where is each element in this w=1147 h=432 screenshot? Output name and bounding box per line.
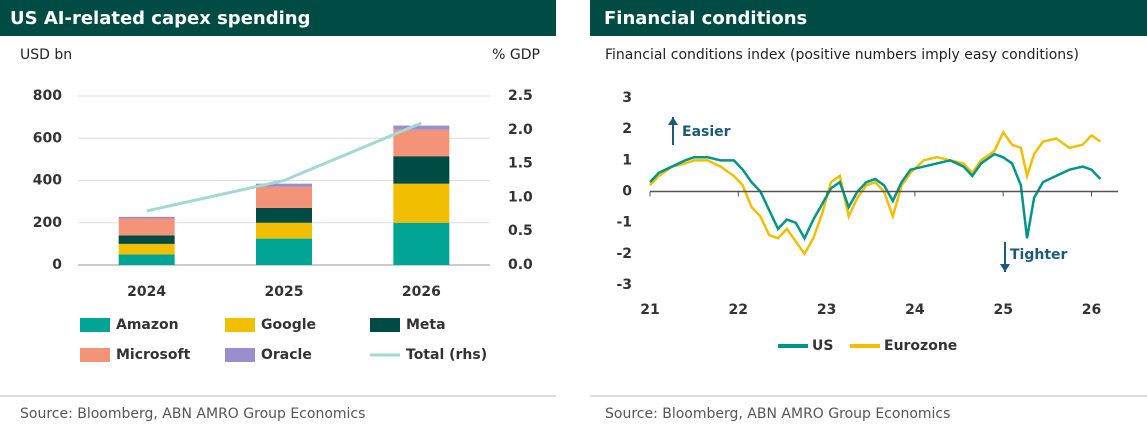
bar-segment [118, 218, 175, 236]
bar-segment [118, 235, 175, 244]
bar-segment [256, 186, 312, 208]
legend-label: Meta [406, 317, 446, 333]
legend-swatch [225, 348, 255, 362]
bar-segment [393, 125, 450, 130]
y-tick-label: 2 [622, 121, 632, 137]
source: Source: Bloomberg, ABN AMRO Group Econom… [20, 406, 365, 422]
y-tick-label: 0 [622, 184, 632, 200]
bar-segment [118, 243, 175, 255]
legend-label: Amazon [116, 317, 179, 333]
y-axis-label: USD bn [20, 47, 72, 63]
annotation-arrowhead [1000, 264, 1010, 272]
legend-swatch [225, 318, 255, 332]
bar-segment [118, 216, 175, 219]
bar-segment [256, 238, 312, 265]
legend-label: Eurozone [884, 338, 957, 354]
x-tick-label: 23 [817, 302, 836, 318]
bar-segment [393, 183, 450, 223]
bar-segment [256, 222, 312, 239]
y2-tick-label: 1.0 [508, 189, 533, 205]
x-tick-label: 25 [993, 302, 1012, 318]
legend-label: Oracle [261, 347, 312, 363]
bar-segment [393, 222, 450, 265]
y2-tick-label: 1.5 [508, 156, 533, 172]
annotation-arrowhead [668, 117, 678, 125]
y2-tick-label: 0.5 [508, 223, 533, 239]
annotation: Easier [682, 124, 731, 140]
series-line [649, 152, 1102, 241]
y-tick-label: 200 [33, 215, 62, 231]
title-bar [0, 0, 556, 36]
source: Source: Bloomberg, ABN AMRO Group Econom… [605, 406, 950, 422]
y2-tick-label: 0.0 [508, 257, 533, 273]
title-bar [590, 0, 1147, 36]
bar-segment [256, 207, 312, 223]
x-tick-label: 22 [729, 302, 748, 318]
x-tick-label: 2024 [127, 284, 166, 300]
x-tick-label: 26 [1082, 302, 1101, 318]
bar-segment [118, 254, 175, 265]
y2-tick-label: 2.5 [508, 88, 533, 104]
bar-segment [393, 129, 450, 157]
y-tick-label: -2 [616, 246, 632, 262]
legend-label: US [812, 338, 833, 354]
y2-axis-label: % GDP [492, 47, 540, 63]
bar-segment [393, 156, 450, 184]
legend-label: Microsoft [116, 347, 191, 363]
subtitle: Financial conditions index (positive num… [605, 47, 1079, 63]
legend-swatch [370, 318, 400, 332]
x-tick-label: 21 [640, 302, 659, 318]
y2-tick-label: 2.0 [508, 122, 533, 138]
y-tick-label: 1 [622, 152, 632, 168]
legend-label: Total (rhs) [406, 347, 487, 363]
y-tick-label: -3 [616, 277, 632, 293]
chart-title: Financial conditions [604, 8, 807, 29]
y-tick-label: -1 [616, 215, 632, 231]
y-tick-label: 0 [52, 257, 62, 273]
x-tick-label: 24 [905, 302, 925, 318]
y-tick-label: 600 [33, 130, 62, 146]
y-tick-label: 400 [33, 173, 62, 189]
x-tick-label: 2025 [265, 284, 304, 300]
legend-swatch [80, 318, 110, 332]
annotation: Tighter [1010, 247, 1068, 263]
y-tick-label: 800 [33, 88, 62, 104]
chart-title: US AI-related capex spending [10, 8, 310, 29]
legend-swatch [80, 348, 110, 362]
legend-label: Google [261, 317, 316, 333]
bar-segment [256, 183, 312, 187]
x-tick-label: 2026 [402, 284, 441, 300]
series-line [649, 129, 1102, 257]
total-line [146, 121, 422, 213]
y-tick-label: 3 [622, 90, 632, 106]
